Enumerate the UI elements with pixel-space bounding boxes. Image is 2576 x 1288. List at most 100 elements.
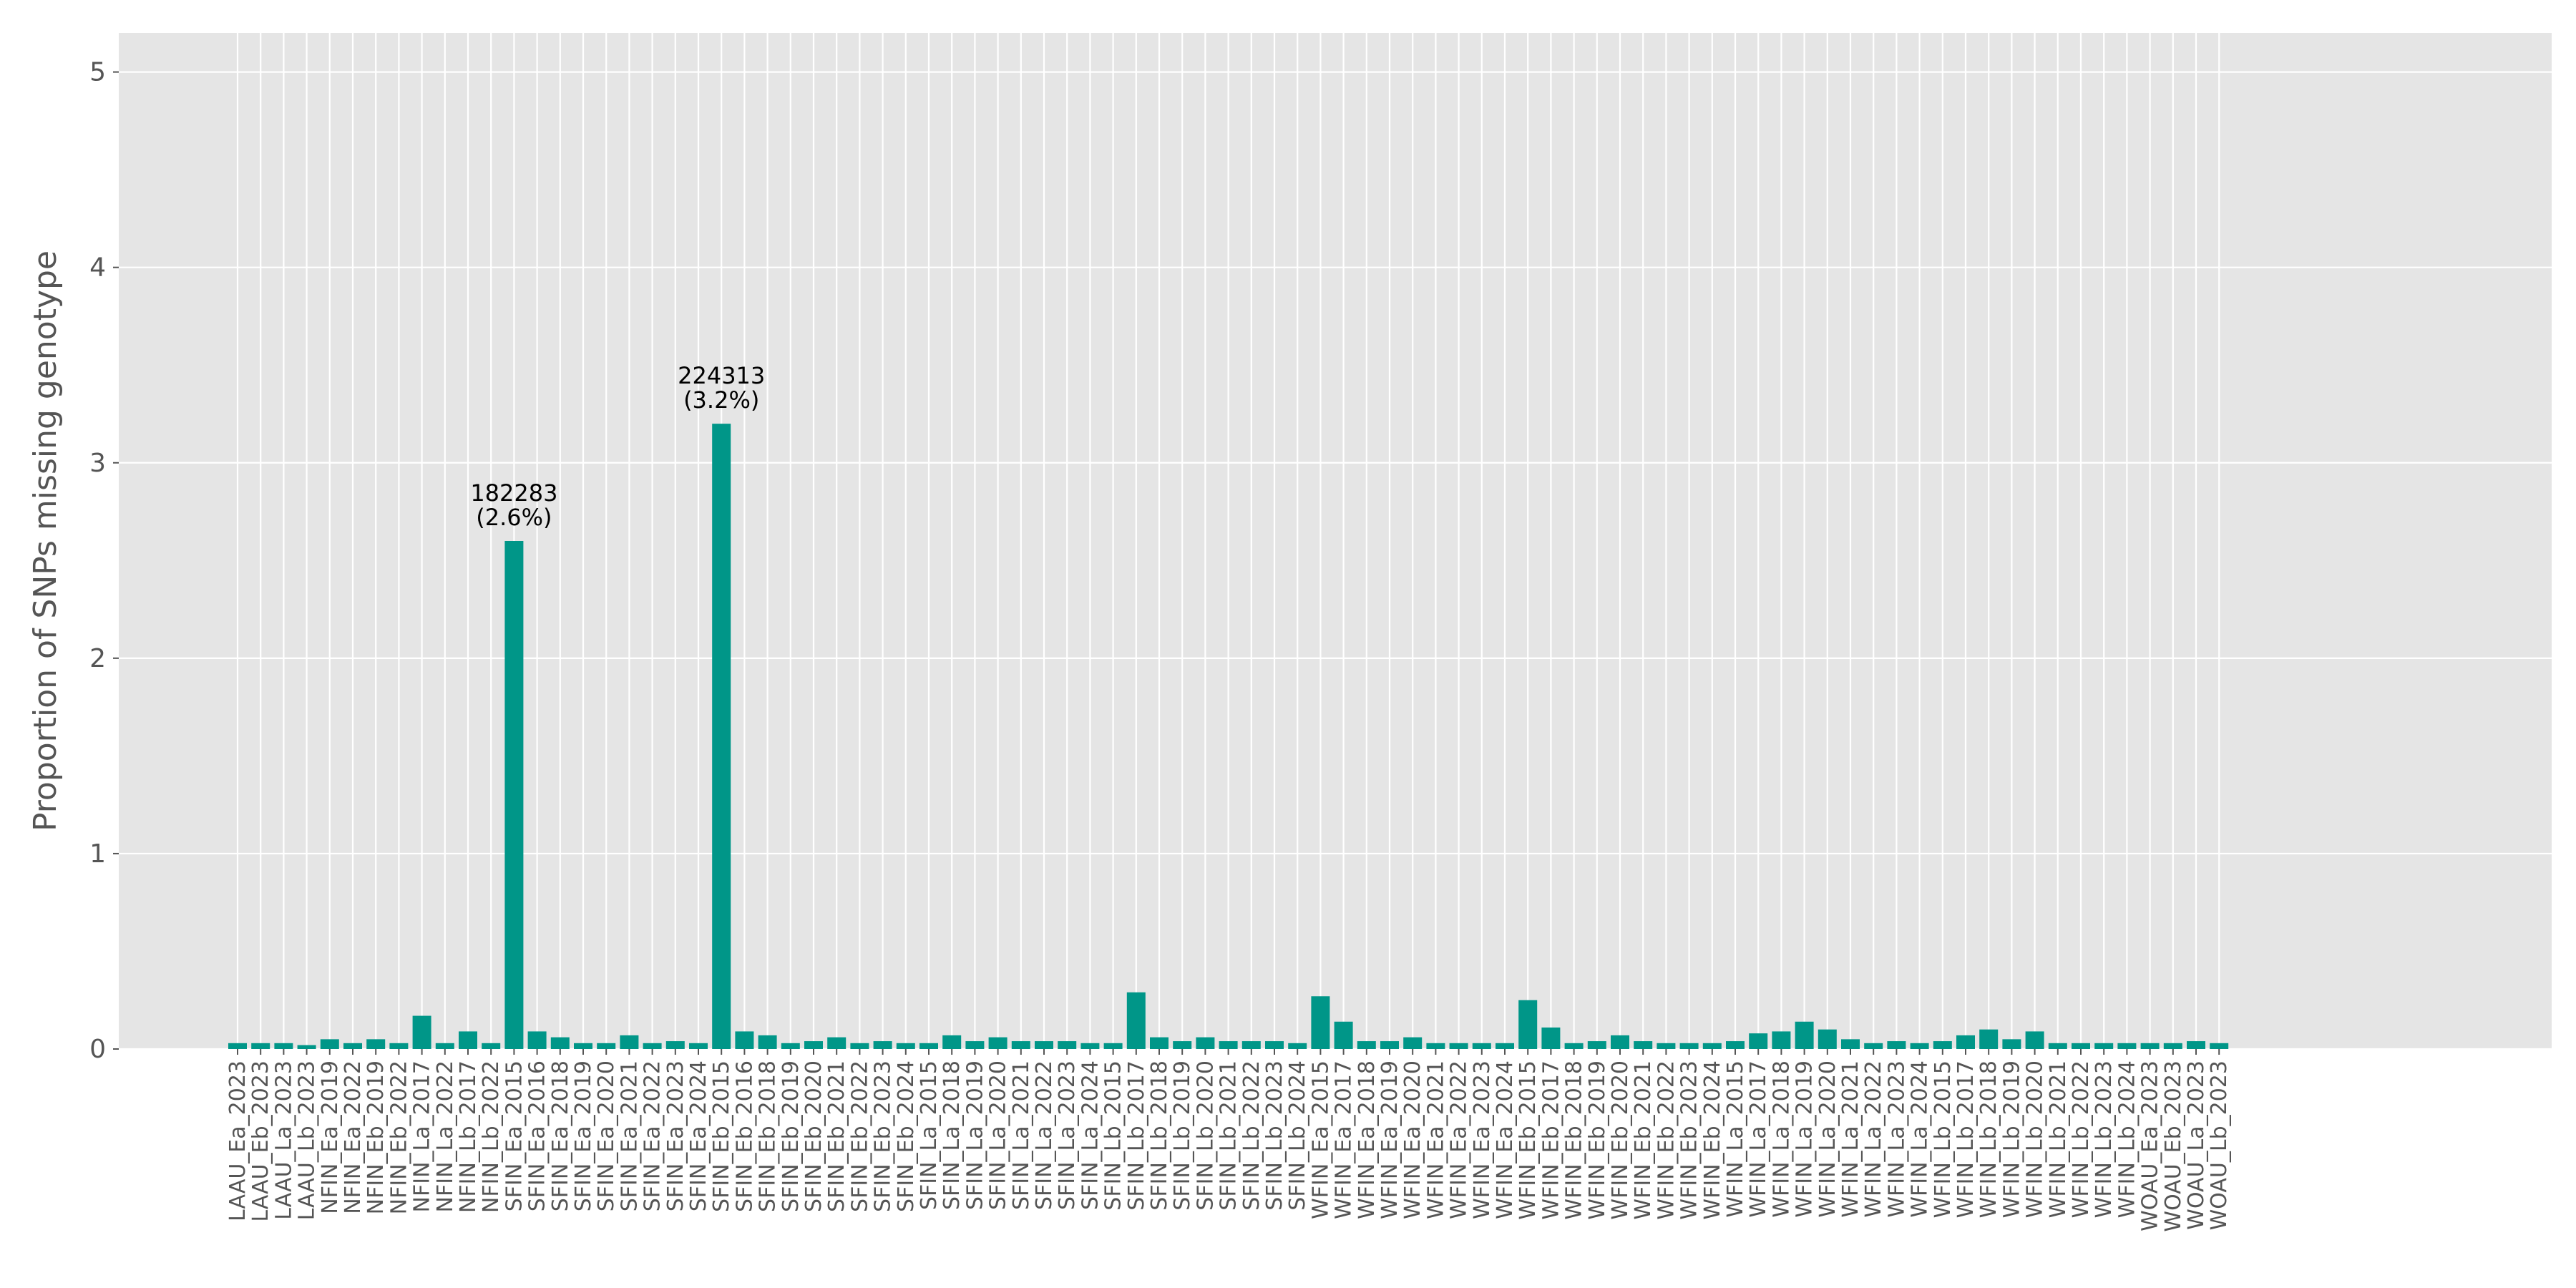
bar — [1772, 1031, 1791, 1049]
x-tick-label: WFIN_La_2021 — [1838, 1060, 1863, 1218]
bar — [1910, 1043, 1929, 1049]
x-tick-label: WFIN_Ea_2021 — [1423, 1060, 1448, 1219]
bar — [1103, 1043, 1123, 1049]
x-tick-label: WFIN_Lb_2017 — [1953, 1060, 1979, 1218]
y-tick-label: 0 — [89, 1035, 106, 1064]
x-tick-label: WFIN_Eb_2024 — [1700, 1060, 1725, 1220]
x-tick-label: WFIN_Lb_2018 — [1976, 1060, 2001, 1218]
bar — [1702, 1043, 1722, 1049]
bar — [1933, 1041, 1952, 1049]
x-tick-label: SFIN_Ea_2024 — [686, 1060, 711, 1211]
bar — [597, 1043, 616, 1049]
x-tick-label: NFIN_La_2017 — [410, 1060, 435, 1212]
bar — [1841, 1039, 1860, 1049]
bar — [1357, 1041, 1376, 1049]
x-tick-label: SFIN_Eb_2018 — [756, 1060, 781, 1212]
bar — [1657, 1043, 1676, 1049]
x-tick-label: SFIN_Eb_2015 — [709, 1060, 734, 1212]
bar — [1679, 1043, 1699, 1049]
x-tick-label: SFIN_Lb_2019 — [1170, 1060, 1195, 1211]
x-tick-label: WFIN_Lb_2015 — [1931, 1060, 1956, 1218]
x-tick-label: SFIN_Lb_2023 — [1262, 1060, 1287, 1211]
bar — [1795, 1021, 1814, 1049]
x-tick-label: WFIN_Ea_2022 — [1447, 1060, 1472, 1219]
x-tick-label: WFIN_Eb_2015 — [1516, 1060, 1541, 1220]
bar-annotation: 224313 — [678, 362, 765, 389]
x-tick-label: SFIN_Eb_2021 — [824, 1060, 849, 1212]
x-tick-label: NFIN_Eb_2022 — [386, 1060, 411, 1214]
x-tick-label: NFIN_Lb_2022 — [479, 1060, 504, 1213]
x-tick-label: SFIN_Eb_2019 — [779, 1060, 804, 1212]
x-tick-label: SFIN_Ea_2023 — [663, 1060, 688, 1211]
bar — [2048, 1043, 2067, 1049]
bar — [1219, 1041, 1238, 1049]
x-tick-label: LAAU_Eb_2023 — [248, 1060, 273, 1222]
x-tick-label: WFIN_Lb_2020 — [2023, 1060, 2048, 1218]
x-tick-label: WFIN_Eb_2020 — [1608, 1060, 1633, 1220]
bar-annotation: 182283 — [470, 479, 557, 507]
bar — [2072, 1043, 2090, 1049]
x-tick-label: NFIN_Lb_2017 — [456, 1060, 481, 1213]
y-tick-label: 1 — [89, 839, 106, 869]
x-tick-label: SFIN_La_2020 — [986, 1060, 1011, 1210]
bars — [228, 424, 2229, 1049]
x-axis-ticks: LAAU_Ea_2023LAAU_Eb_2023LAAU_La_2023LAAU… — [225, 1049, 2232, 1232]
x-tick-label: LAAU_Ea_2023 — [225, 1060, 250, 1221]
bar — [1634, 1041, 1653, 1049]
bar — [781, 1043, 800, 1049]
x-tick-label: WFIN_La_2015 — [1723, 1060, 1748, 1218]
x-tick-label: SFIN_La_2023 — [1055, 1060, 1080, 1210]
x-tick-label: SFIN_La_2024 — [1078, 1060, 1103, 1210]
x-tick-label: SFIN_Eb_2020 — [801, 1060, 826, 1212]
x-tick-label: SFIN_Lb_2018 — [1147, 1060, 1172, 1211]
bar — [689, 1043, 708, 1049]
x-tick-label: SFIN_La_2018 — [940, 1060, 965, 1210]
bar — [919, 1043, 938, 1049]
x-tick-label: WOAU_Eb_2023 — [2161, 1060, 2186, 1232]
bar — [320, 1039, 339, 1049]
bar — [1426, 1043, 1445, 1049]
x-tick-label: NFIN_Ea_2022 — [341, 1060, 366, 1214]
bar — [1150, 1037, 1169, 1049]
bar — [1058, 1041, 1077, 1049]
bar — [297, 1045, 316, 1049]
x-tick-label: SFIN_Lb_2024 — [1285, 1060, 1310, 1211]
bar — [2094, 1043, 2114, 1049]
x-tick-label: SFIN_Ea_2019 — [571, 1060, 596, 1211]
x-tick-label: WOAU_Lb_2023 — [2207, 1060, 2232, 1230]
x-tick-label: WFIN_Lb_2024 — [2114, 1060, 2140, 1218]
x-tick-label: SFIN_Eb_2023 — [871, 1060, 896, 1212]
bar — [1611, 1035, 1629, 1049]
x-tick-label: NFIN_Ea_2019 — [318, 1060, 343, 1214]
x-tick-label: WFIN_Lb_2022 — [2069, 1060, 2094, 1218]
x-tick-label: SFIN_Ea_2018 — [548, 1060, 573, 1211]
y-tick-label: 2 — [89, 644, 106, 673]
x-tick-label: WOAU_Ea_2023 — [2138, 1060, 2163, 1231]
bar — [1887, 1041, 1906, 1049]
x-tick-label: WFIN_Lb_2019 — [1999, 1060, 2024, 1218]
bar — [1011, 1041, 1030, 1049]
x-tick-label: WFIN_La_2024 — [1908, 1060, 1933, 1218]
bar — [2025, 1031, 2044, 1049]
bar — [2210, 1043, 2229, 1049]
bar — [965, 1041, 985, 1049]
x-tick-label: WFIN_Eb_2019 — [1585, 1060, 1610, 1220]
bar — [1564, 1043, 1584, 1049]
bar — [1472, 1043, 1491, 1049]
bar — [482, 1043, 501, 1049]
bar — [1334, 1021, 1353, 1049]
bar — [804, 1041, 823, 1049]
bar — [1403, 1037, 1423, 1049]
bar — [1749, 1033, 1768, 1049]
x-tick-label: SFIN_Ea_2020 — [594, 1060, 619, 1211]
bar — [1864, 1043, 1883, 1049]
bar — [228, 1043, 247, 1049]
bar — [850, 1043, 869, 1049]
bar — [366, 1039, 386, 1049]
bar — [2117, 1043, 2137, 1049]
x-tick-label: NFIN_La_2022 — [433, 1060, 458, 1212]
bar — [1956, 1035, 1975, 1049]
x-tick-label: WFIN_La_2023 — [1884, 1060, 1909, 1218]
bar — [550, 1037, 570, 1049]
